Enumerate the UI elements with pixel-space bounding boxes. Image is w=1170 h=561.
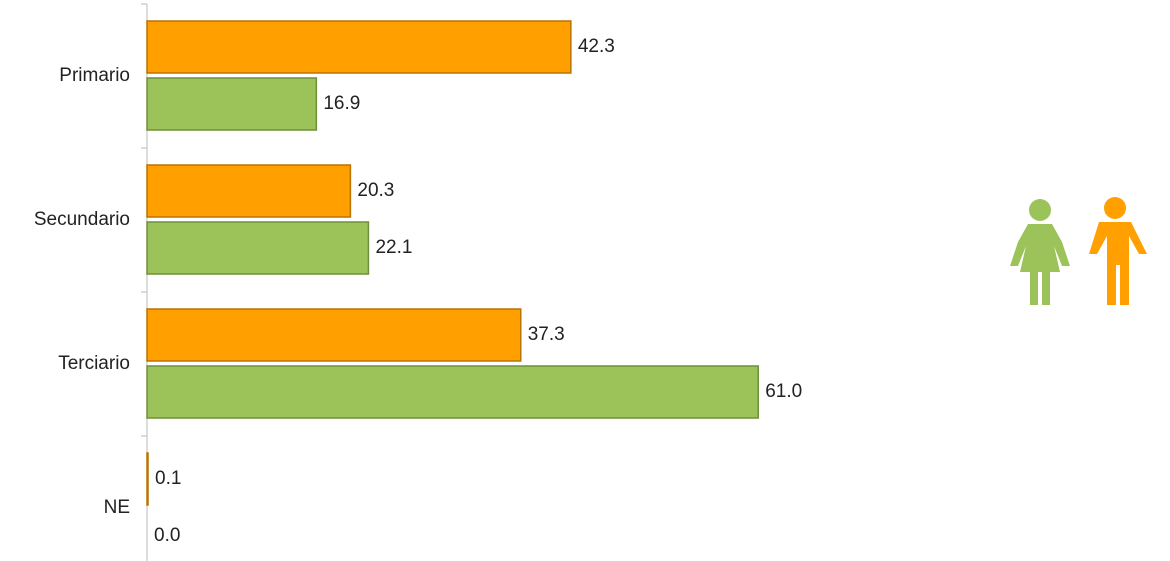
woman-icon bbox=[1010, 199, 1070, 305]
bar bbox=[146, 77, 318, 131]
bar bbox=[146, 308, 522, 362]
data-label: 20.3 bbox=[357, 180, 394, 201]
legend-icons bbox=[1010, 197, 1147, 305]
bar bbox=[146, 452, 149, 506]
bar bbox=[146, 221, 370, 275]
category-label: Secundario bbox=[34, 209, 130, 230]
bar bbox=[146, 164, 352, 218]
data-label: 42.3 bbox=[578, 36, 615, 57]
data-label: 0.0 bbox=[154, 525, 180, 546]
category-label: Terciario bbox=[58, 353, 130, 374]
data-label: 61.0 bbox=[765, 381, 802, 402]
category-label: NE bbox=[104, 497, 130, 518]
data-label: 16.9 bbox=[323, 93, 360, 114]
data-label: 0.1 bbox=[155, 468, 181, 489]
bar bbox=[146, 365, 759, 419]
category-label: Primario bbox=[59, 65, 130, 86]
man-icon bbox=[1089, 197, 1147, 305]
data-label: 37.3 bbox=[528, 324, 565, 345]
data-label: 22.1 bbox=[375, 237, 412, 258]
bar bbox=[146, 20, 572, 74]
